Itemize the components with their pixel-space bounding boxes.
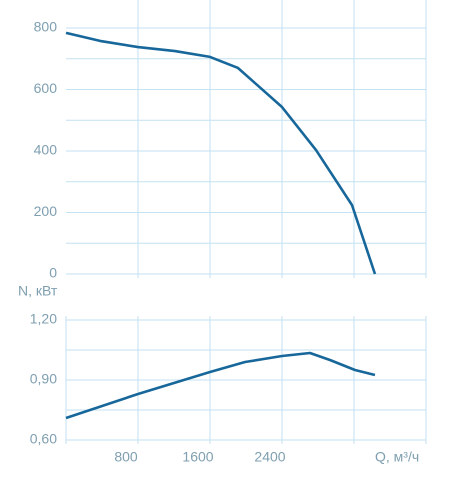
y-tick-label: 200	[34, 203, 58, 219]
y-tick-label: 400	[34, 142, 58, 158]
y-tick-label: 0,90	[30, 371, 57, 387]
x-tick-label: 2400	[254, 449, 285, 465]
x-axis-label: Q, м³/ч	[375, 449, 419, 465]
y-tick-label: 0	[49, 265, 57, 281]
y-tick-label: 800	[34, 19, 58, 35]
curve	[65, 31, 377, 275]
y-tick-label: 1,20	[30, 311, 57, 327]
y-axis-label: N, кВт	[18, 283, 58, 299]
x-tick-label: 800	[114, 449, 138, 465]
y-tick-label: 0,60	[30, 431, 57, 447]
y-tick-label: 600	[34, 80, 58, 96]
curve	[65, 351, 376, 420]
x-tick-label: 1600	[182, 449, 213, 465]
